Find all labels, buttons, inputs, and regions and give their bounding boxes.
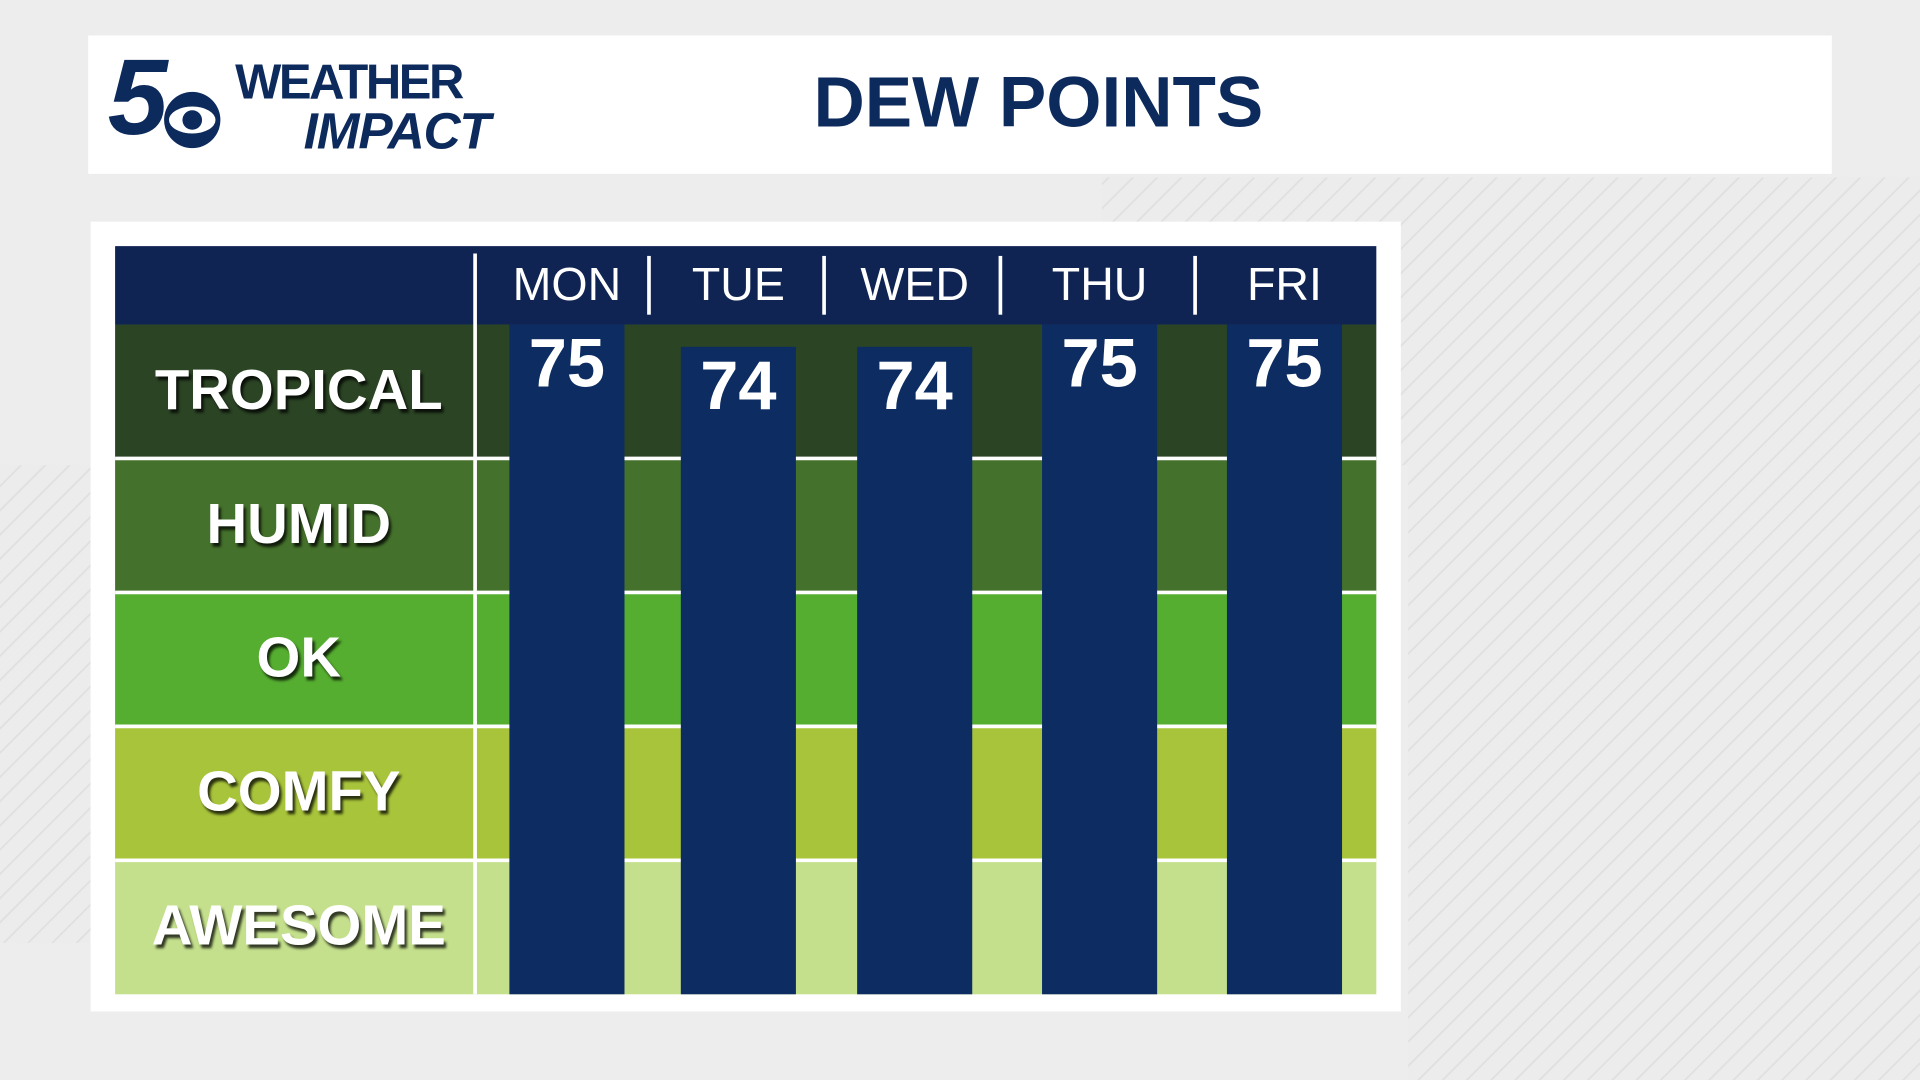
day-label: THU	[1052, 258, 1148, 310]
logo: 5 WEATHER IMPACT	[108, 36, 497, 159]
day-label: MON	[513, 258, 622, 310]
bar	[1226, 324, 1343, 995]
chart-title: DEW POINTS	[813, 64, 1263, 143]
day-header	[115, 246, 1377, 325]
day-label: TUE	[692, 258, 785, 310]
value-label: 75	[1246, 325, 1322, 402]
band-label: COMFY	[197, 760, 400, 823]
day-label: FRI	[1247, 258, 1322, 310]
logo-number: 5	[108, 36, 170, 157]
background-stripes	[0, 465, 91, 943]
logo-eye	[182, 110, 203, 130]
value-label: 74	[700, 347, 776, 424]
bar	[1042, 324, 1158, 995]
logo-text: WEATHER	[235, 56, 464, 110]
band-label: OK	[257, 626, 342, 689]
band-label: AWESOME	[152, 894, 446, 957]
plot: TROPICAL HUMID OK COMFY AWESOME MON 75 TUE 74 WED…	[115, 253, 1377, 995]
header-bar	[88, 35, 1832, 174]
band-label: HUMID	[206, 492, 391, 555]
bar	[509, 324, 625, 995]
day-label: WED	[860, 258, 969, 310]
value-label: 75	[1061, 325, 1137, 402]
bar	[857, 346, 973, 995]
value-label: 74	[877, 347, 953, 424]
logo-text: IMPACT	[304, 101, 496, 159]
bar	[680, 346, 796, 995]
band-label: TROPICAL	[155, 358, 443, 421]
value-label: 75	[529, 325, 605, 402]
